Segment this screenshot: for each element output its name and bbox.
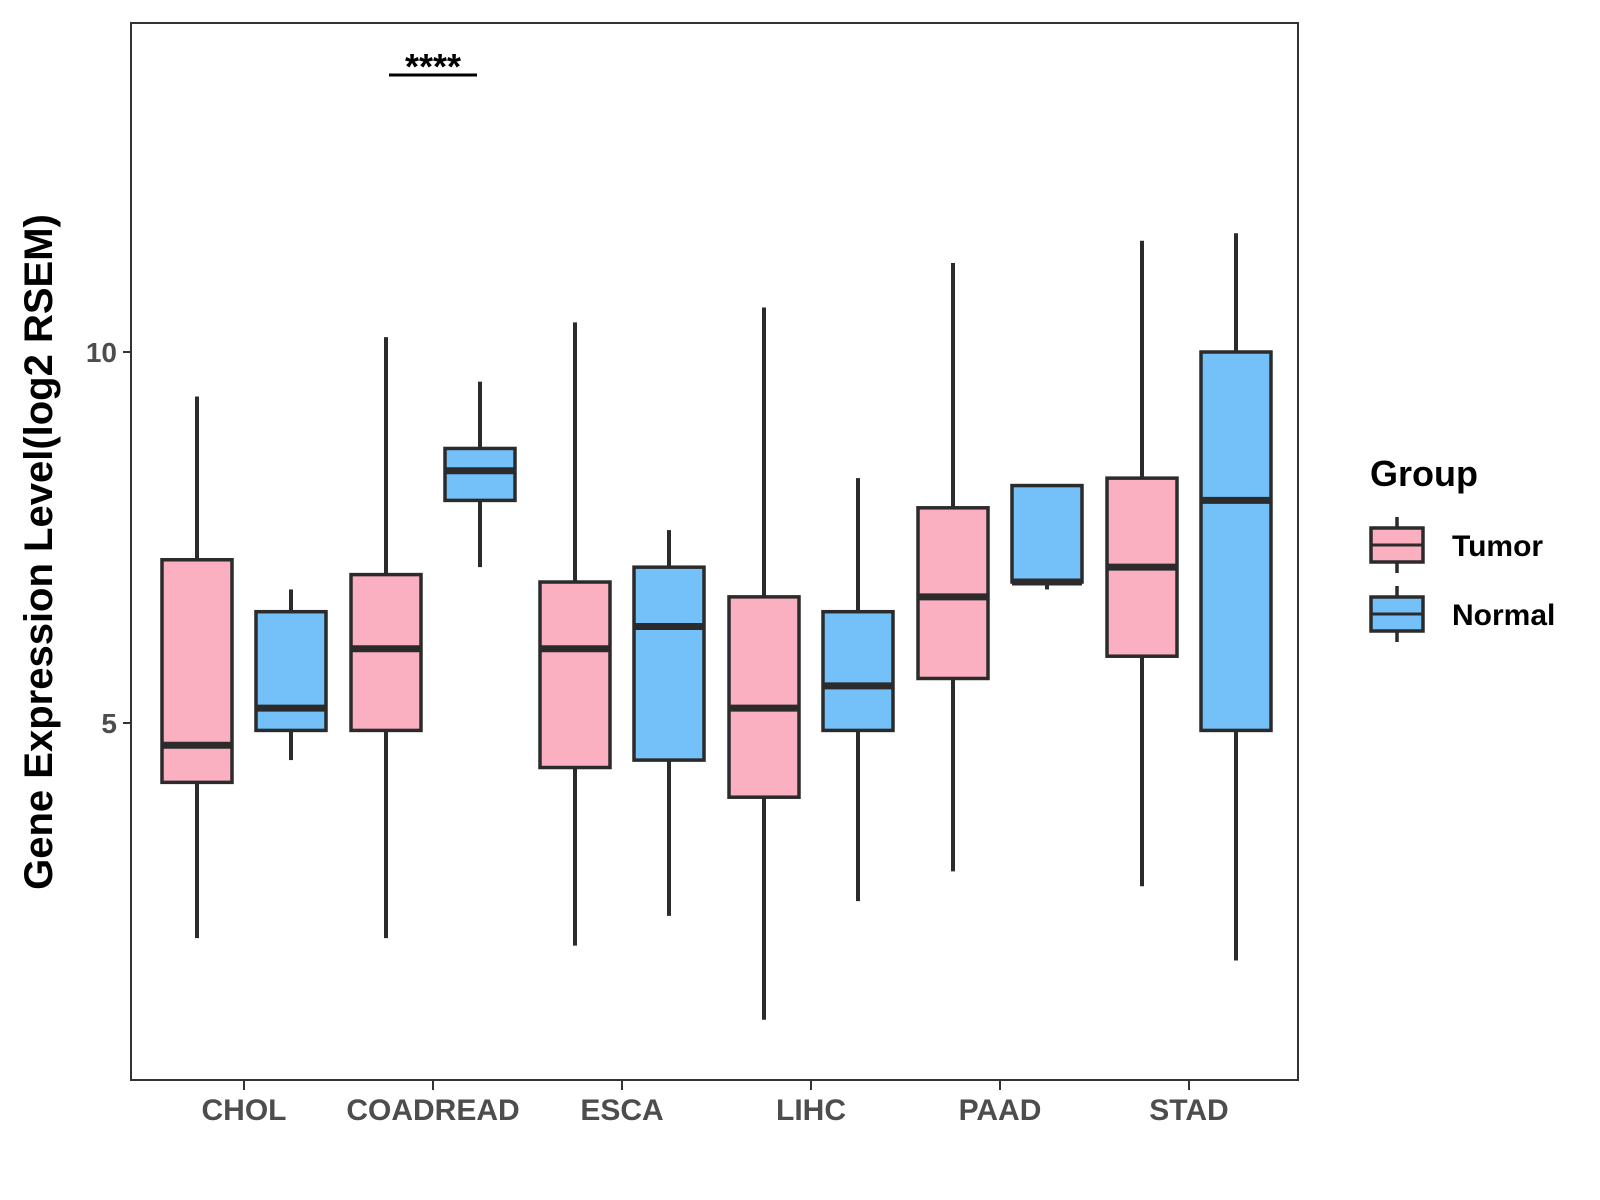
x-tick-label-lihc: LIHC [776,1094,846,1127]
y-axis-title: Gene Expression Level(log2 RSEM) [17,214,61,890]
box-iqr [632,565,706,762]
legend-entry-normal: Normal [1369,586,1555,642]
box-normal-esca [632,530,706,916]
box-normal-chol [254,589,328,761]
box-tumor-paad [916,262,990,872]
x-tick-label-stad: STAD [1149,1094,1228,1127]
x-tick-label-paad: PAAD [959,1094,1042,1127]
box-iqr [1199,350,1273,733]
box-tumor-coadread [349,337,423,939]
legend-entry-tumor: Tumor [1369,517,1543,573]
y-axis-ticks: 5 10 [86,337,131,739]
box-iqr [727,595,801,799]
legend-title: Group [1370,453,1478,494]
box-tumor-chol [160,396,234,939]
box-tumor-esca [538,322,612,946]
box-tumor-lihc [727,307,801,1020]
box-normal-coadread [443,381,517,568]
y-tick-label: 5 [101,708,117,739]
box-normal-lihc [821,478,895,902]
plot-panel-border [130,22,1299,1081]
box-normal-paad [1010,483,1084,590]
significance-annotation: **** [389,46,477,87]
box-iqr [349,572,423,733]
x-tick-label-chol: CHOL [202,1094,287,1127]
y-tick-label: 10 [86,337,117,368]
box-iqr [916,506,990,681]
box-iqr [1010,483,1084,584]
box-iqr [538,580,612,770]
box-iqr [160,558,234,785]
significance-label: **** [405,46,461,87]
x-tick-label-coadread: COADREAD [346,1094,519,1127]
legend: Group Tumor Normal [1369,453,1555,642]
box-iqr [254,609,328,733]
plot-marks: **** [160,46,1273,1020]
legend-label: Tumor [1452,530,1543,563]
legend-label: Normal [1452,599,1555,632]
x-axis-ticks: CHOL COADREAD ESCA LIHC PAAD STAD [202,1080,1229,1127]
box-iqr [821,609,895,733]
box-normal-stad [1199,233,1273,961]
x-tick-label-esca: ESCA [580,1094,663,1127]
box-tumor-stad [1105,240,1179,887]
box-iqr [443,446,517,503]
